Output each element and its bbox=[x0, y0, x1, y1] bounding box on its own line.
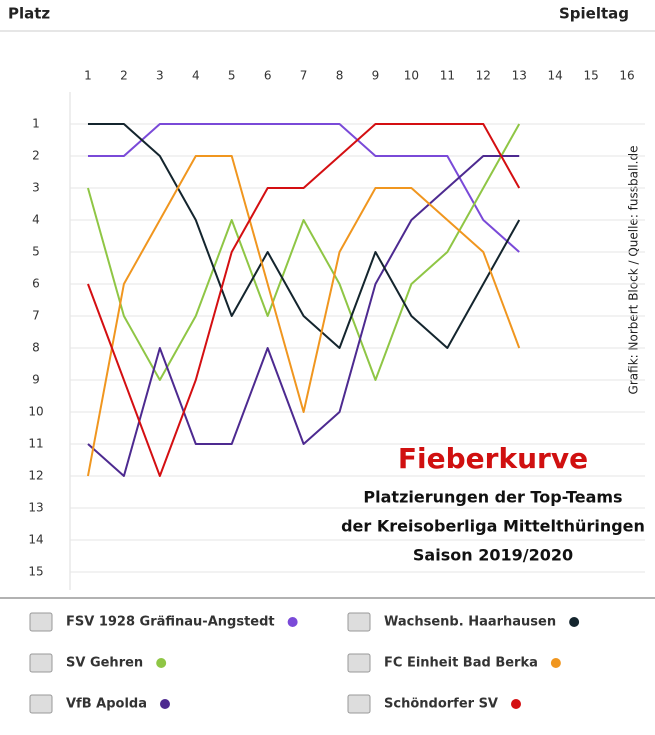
credit: Grafik: Norbert Block / Quelle: fussball… bbox=[627, 146, 641, 395]
y-tick-label: 12 bbox=[28, 469, 43, 483]
team-logo bbox=[347, 653, 371, 673]
y-tick-label: 13 bbox=[28, 501, 43, 515]
y-axis-label: Platz bbox=[8, 5, 50, 23]
x-tick-label: 3 bbox=[156, 69, 164, 83]
team-logo bbox=[29, 612, 53, 632]
legend-label: SV Gehren bbox=[66, 656, 143, 671]
legend-marker bbox=[569, 617, 580, 627]
y-tick-label: 14 bbox=[28, 533, 43, 547]
y-tick-label: 4 bbox=[32, 213, 40, 227]
team-logo bbox=[29, 653, 53, 673]
x-tick-label: 15 bbox=[583, 69, 598, 83]
y-tick-label: 8 bbox=[32, 341, 40, 355]
subtitle: der Kreisoberliga Mittelthüringen bbox=[341, 517, 645, 536]
x-tick-label: 1 bbox=[84, 69, 92, 83]
series-line bbox=[87, 123, 520, 253]
y-tick-label: 11 bbox=[28, 437, 43, 451]
legend-marker bbox=[511, 699, 521, 709]
legend-marker bbox=[550, 658, 561, 668]
x-tick-label: 6 bbox=[264, 69, 272, 83]
x-tick-label: 11 bbox=[440, 69, 455, 83]
y-tick-label: 10 bbox=[28, 405, 43, 419]
y-tick-label: 15 bbox=[28, 565, 43, 579]
legend-label: FC Einheit Bad Berka bbox=[384, 656, 538, 671]
y-tick-label: 9 bbox=[32, 373, 40, 387]
y-tick-label: 6 bbox=[32, 277, 40, 291]
series-line bbox=[87, 123, 521, 349]
x-tick-label: 2 bbox=[120, 69, 128, 83]
team-logo bbox=[347, 612, 371, 632]
x-tick-label: 16 bbox=[619, 69, 634, 83]
team-logo bbox=[347, 694, 371, 714]
series-line bbox=[87, 123, 521, 381]
legend-label: FSV 1928 Gräfinau-Angstedt bbox=[66, 615, 275, 630]
y-tick-label: 3 bbox=[32, 181, 40, 195]
legend-label: Schöndorfer SV bbox=[384, 697, 498, 712]
x-tick-label: 14 bbox=[548, 69, 563, 83]
x-tick-label: 10 bbox=[404, 69, 419, 83]
legend-label: Wachsenb. Haarhausen bbox=[384, 615, 556, 630]
x-tick-label: 4 bbox=[192, 69, 200, 83]
subtitle: Platzierungen der Top-Teams bbox=[363, 488, 622, 507]
series-line bbox=[87, 155, 520, 477]
legend-marker bbox=[159, 699, 170, 709]
legend-marker bbox=[156, 658, 167, 668]
x-tick-label: 13 bbox=[512, 69, 527, 83]
team-logo bbox=[29, 694, 53, 714]
y-tick-label: 7 bbox=[32, 309, 40, 323]
y-tick-label: 1 bbox=[32, 117, 40, 131]
legend-label: VfB Apolda bbox=[66, 697, 147, 712]
y-tick-label: 2 bbox=[32, 149, 40, 163]
x-axis-label: Spieltag bbox=[559, 5, 629, 23]
chart-title: Fieberkurve bbox=[398, 442, 588, 475]
series-line bbox=[86, 155, 521, 477]
x-tick-label: 8 bbox=[336, 69, 344, 83]
x-tick-label: 5 bbox=[228, 69, 236, 83]
subtitle: Saison 2019/2020 bbox=[413, 546, 573, 565]
x-tick-label: 9 bbox=[372, 69, 380, 83]
series-line bbox=[87, 123, 521, 477]
x-tick-label: 12 bbox=[476, 69, 491, 83]
x-tick-label: 7 bbox=[300, 69, 308, 83]
y-tick-label: 5 bbox=[32, 245, 40, 259]
legend-marker bbox=[287, 617, 298, 627]
